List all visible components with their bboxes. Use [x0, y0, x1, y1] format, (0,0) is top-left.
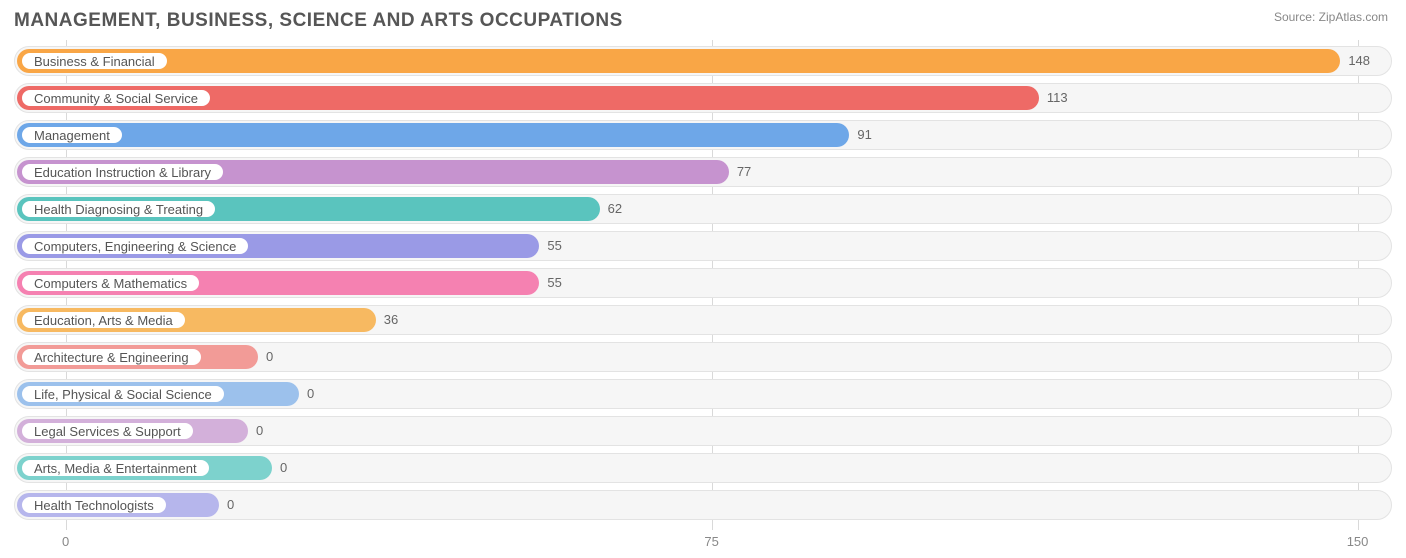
x-tick-label: 0	[62, 534, 69, 549]
bar-category-label: Computers & Mathematics	[21, 274, 200, 292]
bar-value-label: 0	[219, 490, 234, 520]
bar-row: Health Technologists 0	[14, 490, 1392, 520]
bar-category-label: Health Technologists	[21, 496, 167, 514]
bar-category-label: Business & Financial	[21, 52, 168, 70]
bar-row: Education, Arts & Media 36	[14, 305, 1392, 335]
chart-title: MANAGEMENT, BUSINESS, SCIENCE AND ARTS O…	[14, 10, 1392, 32]
bar-row: Management 91	[14, 120, 1392, 150]
bar-value-label: 55	[539, 268, 561, 298]
bar-row: Business & Financial 148	[14, 46, 1392, 76]
bar-fill	[17, 49, 1340, 73]
bar-category-label: Education, Arts & Media	[21, 311, 186, 329]
x-tick-label: 150	[1347, 534, 1369, 549]
x-axis: 0 75 150	[14, 534, 1392, 552]
bar-value-label: 55	[539, 231, 561, 261]
plot-area: Business & Financial 148 Community & Socia…	[14, 40, 1392, 530]
x-tick-label: 75	[704, 534, 718, 549]
occupations-chart: MANAGEMENT, BUSINESS, SCIENCE AND ARTS O…	[0, 0, 1406, 558]
bar-value-label: 148	[1340, 46, 1370, 76]
bar-category-label: Life, Physical & Social Science	[21, 385, 225, 403]
bar-category-label: Community & Social Service	[21, 89, 211, 107]
bar-value-label: 62	[600, 194, 622, 224]
bar-value-label: 0	[272, 453, 287, 483]
bar-fill	[17, 123, 849, 147]
bar-row: Arts, Media & Entertainment 0	[14, 453, 1392, 483]
bar-category-label: Legal Services & Support	[21, 422, 194, 440]
bar-value-label: 77	[729, 157, 751, 187]
bar-row: Architecture & Engineering 0	[14, 342, 1392, 372]
bars-group: Business & Financial 148 Community & Socia…	[14, 40, 1392, 520]
bar-row: Computers, Engineering & Science 55	[14, 231, 1392, 261]
chart-source: Source: ZipAtlas.com	[1274, 10, 1388, 24]
bar-row: Legal Services & Support 0	[14, 416, 1392, 446]
bar-category-label: Computers, Engineering & Science	[21, 237, 249, 255]
bar-row: Life, Physical & Social Science 0	[14, 379, 1392, 409]
bar-category-label: Education Instruction & Library	[21, 163, 224, 181]
bar-row: Education Instruction & Library 77	[14, 157, 1392, 187]
bar-row: Computers & Mathematics 55	[14, 268, 1392, 298]
bar-category-label: Health Diagnosing & Treating	[21, 200, 216, 218]
bar-category-label: Management	[21, 126, 123, 144]
bar-value-label: 0	[248, 416, 263, 446]
bar-category-label: Arts, Media & Entertainment	[21, 459, 210, 477]
bar-row: Health Diagnosing & Treating 62	[14, 194, 1392, 224]
bar-value-label: 36	[376, 305, 398, 335]
bar-value-label: 91	[849, 120, 871, 150]
bar-value-label: 0	[258, 342, 273, 372]
bar-category-label: Architecture & Engineering	[21, 348, 202, 366]
bar-row: Community & Social Service 113	[14, 83, 1392, 113]
bar-value-label: 113	[1039, 83, 1068, 113]
bar-value-label: 0	[299, 379, 314, 409]
